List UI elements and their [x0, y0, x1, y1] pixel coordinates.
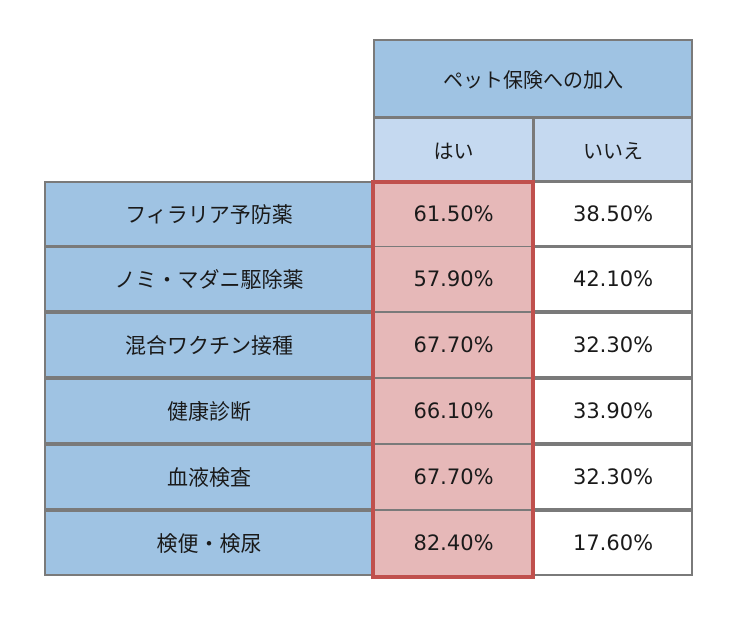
row-label: ノミ・マダニ駆除薬 — [44, 246, 374, 312]
cell-yes: 57.90% — [373, 246, 534, 312]
cell-no: 38.50% — [533, 181, 693, 247]
cell-no: 42.10% — [533, 246, 693, 312]
cell-yes: 61.50% — [373, 181, 534, 247]
row-label: 混合ワクチン接種 — [44, 312, 374, 378]
row-label: フィラリア予防薬 — [44, 181, 374, 247]
cell-no: 32.30% — [533, 444, 693, 510]
header-group-pet-insurance: ペット保険への加入 — [373, 39, 693, 118]
cell-no: 17.60% — [533, 510, 693, 576]
row-label: 検便・検尿 — [44, 510, 374, 576]
row-label: 血液検査 — [44, 444, 374, 510]
header-yes: はい — [373, 117, 534, 182]
cell-no: 32.30% — [533, 312, 693, 378]
cell-no: 33.90% — [533, 378, 693, 444]
cell-yes: 66.10% — [373, 378, 534, 444]
cell-yes: 82.40% — [373, 510, 534, 576]
cell-yes: 67.70% — [373, 312, 534, 378]
cell-yes: 67.70% — [373, 444, 534, 510]
row-label: 健康診断 — [44, 378, 374, 444]
header-no: いいえ — [533, 117, 693, 182]
